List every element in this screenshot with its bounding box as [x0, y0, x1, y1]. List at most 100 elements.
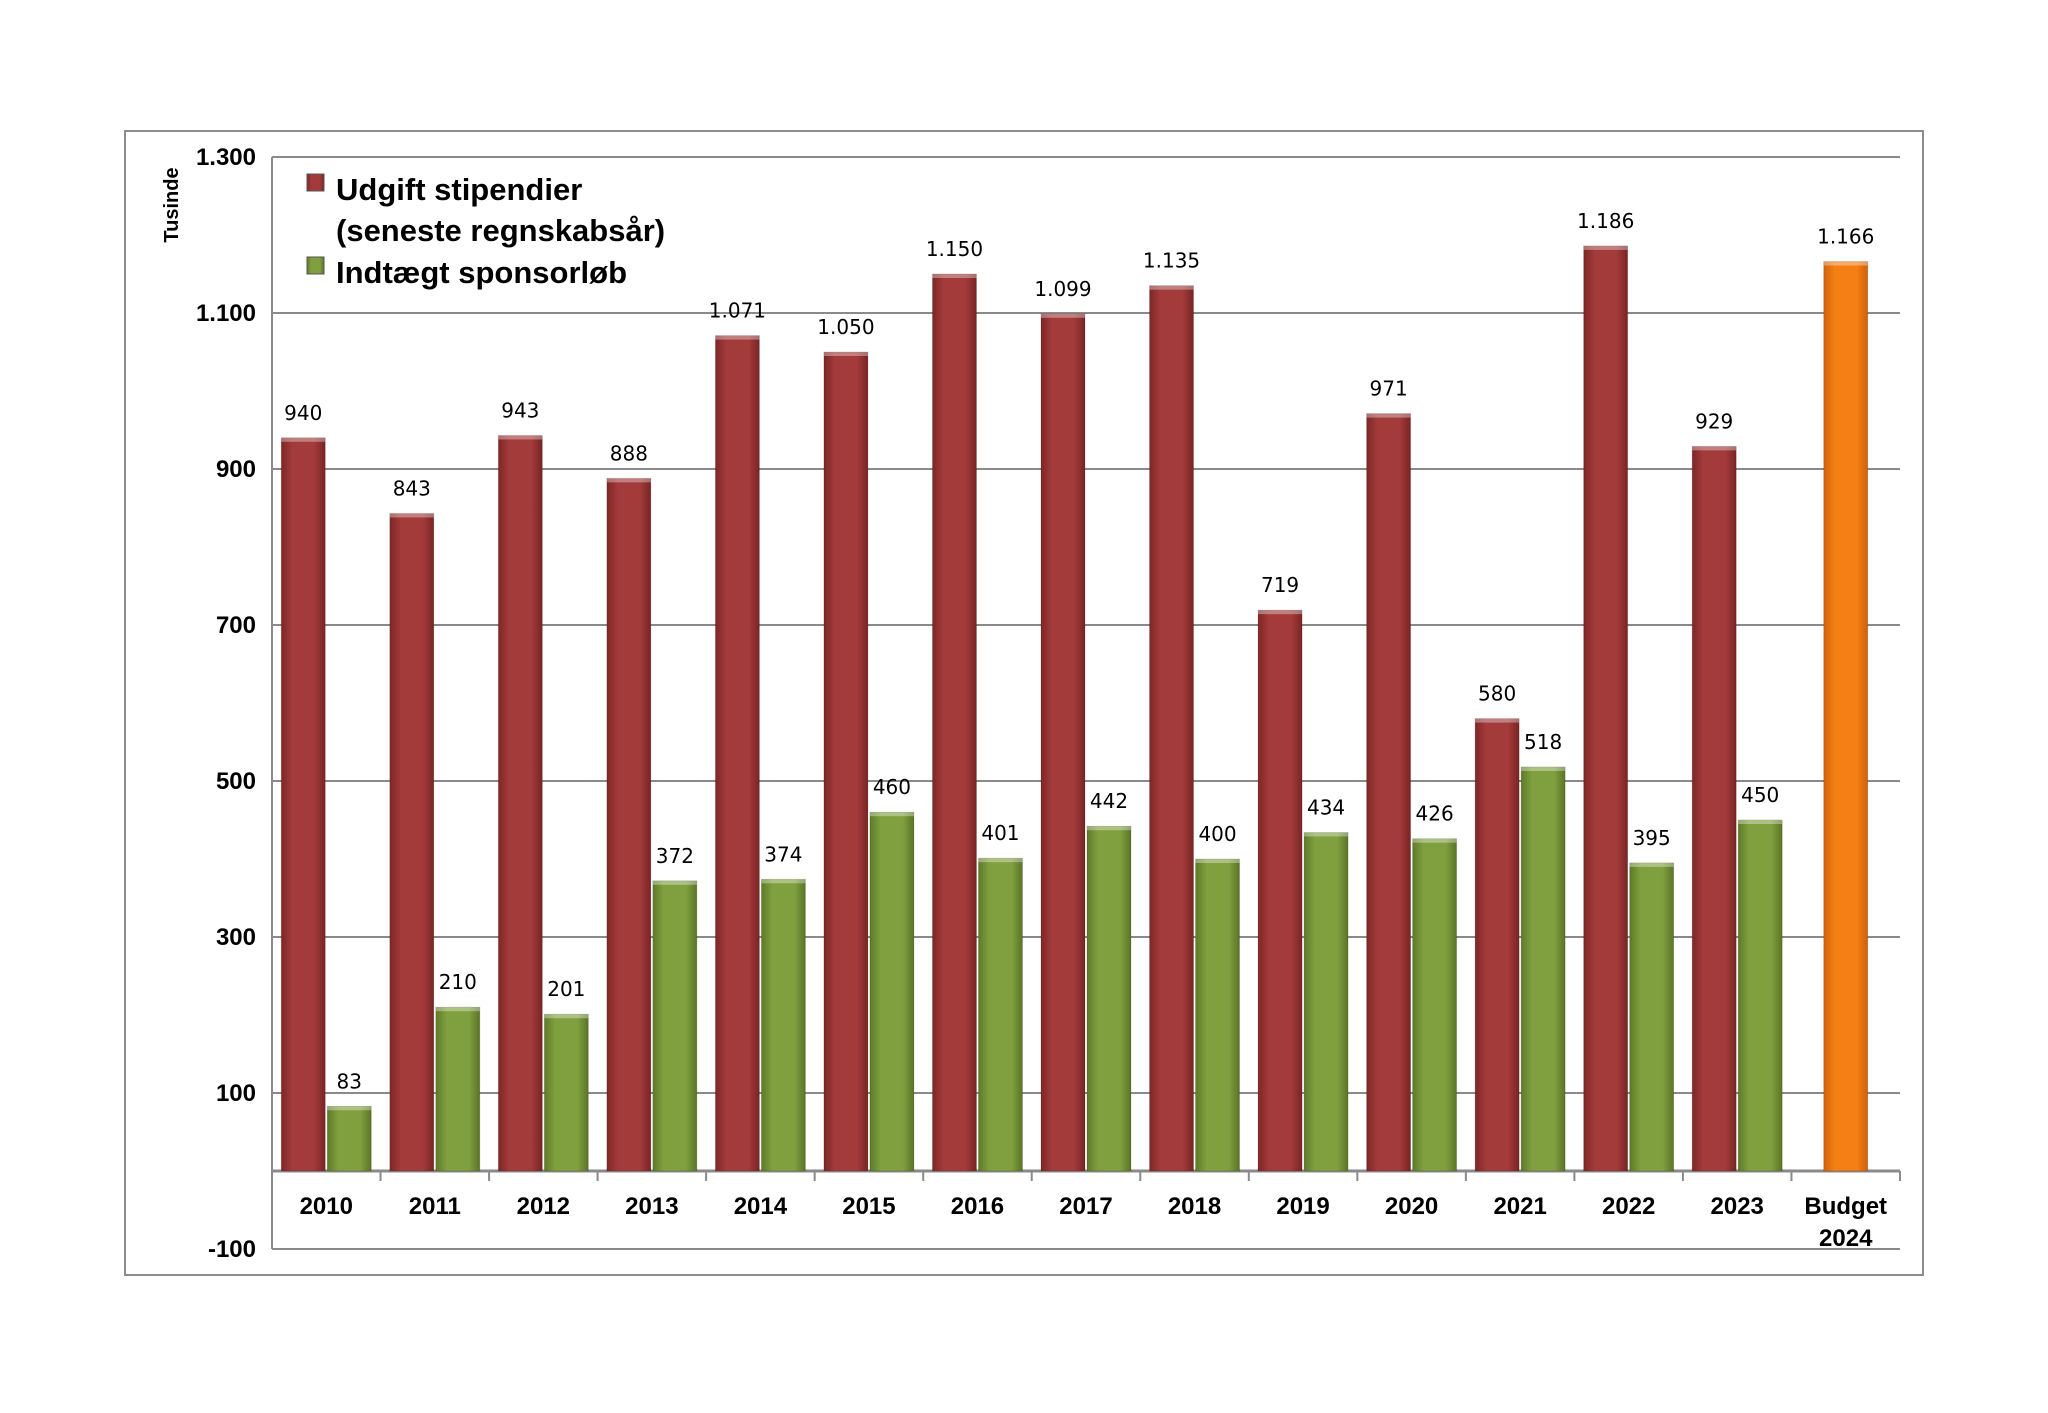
- data-label: 434: [1307, 795, 1345, 819]
- bar-highlight: [1366, 413, 1411, 418]
- legend-label: (seneste regnskabsår): [336, 213, 665, 248]
- bar: [931, 273, 977, 1172]
- bar-highlight: [1149, 285, 1194, 290]
- bar: [869, 811, 915, 1172]
- bar-highlight: [1041, 313, 1085, 318]
- bar: [1520, 766, 1566, 1172]
- data-labels: 940 83 843 210 943 201 888 372 1.071 374 1.050 460 1…: [284, 209, 1874, 1093]
- bar-highlight: [1692, 446, 1737, 451]
- bar-highlight: [281, 437, 326, 442]
- bar: [977, 857, 1023, 1172]
- bars: [280, 245, 1869, 1172]
- bar: [1583, 245, 1629, 1172]
- bar: [543, 1013, 589, 1172]
- legend-swatch: [306, 256, 325, 275]
- data-label: 450: [1741, 783, 1779, 807]
- bar-highlight: [327, 1106, 372, 1111]
- bar: [823, 351, 869, 1172]
- y-tick-label: 900: [216, 456, 256, 483]
- x-tick-label: 2014: [734, 1193, 788, 1220]
- data-label: 1.071: [709, 299, 766, 323]
- bar-highlight: [435, 1007, 480, 1012]
- y-tick-label: 1.300: [196, 144, 256, 171]
- data-label: 442: [1090, 789, 1128, 813]
- bar-highlight: [1738, 820, 1783, 824]
- legend-label: Indtægt sponsorløb: [336, 255, 627, 290]
- bar-highlight: [1195, 859, 1240, 863]
- bar: [1412, 838, 1458, 1172]
- x-tick-label: 2010: [300, 1193, 353, 1220]
- bar-highlight: [389, 513, 434, 518]
- axes: -100 100 300 500 700 900 1.100 1.300 Tusinde 2010…: [161, 144, 1901, 1263]
- bar: [1366, 413, 1412, 1172]
- bar-highlight: [823, 352, 868, 356]
- bar-highlight: [1583, 245, 1628, 250]
- legend-swatch: [306, 173, 325, 192]
- x-tick-label: 2011: [409, 1193, 461, 1220]
- y-tick-label: 100: [216, 1080, 256, 1107]
- data-label: 518: [1524, 730, 1562, 754]
- y-tick-label: 500: [216, 768, 256, 795]
- data-label: 210: [439, 970, 477, 994]
- data-label: 719: [1261, 573, 1299, 597]
- bar: [1691, 445, 1737, 1172]
- x-tick-label: 2012: [517, 1193, 570, 1220]
- bar-highlight: [498, 435, 543, 440]
- bar: [280, 437, 326, 1172]
- bar: [652, 880, 698, 1172]
- bar-highlight: [652, 880, 697, 885]
- bar-highlight: [1258, 610, 1303, 615]
- legend-label: Udgift stipendier: [336, 172, 582, 207]
- data-label: 888: [610, 441, 648, 465]
- data-label: 401: [981, 821, 1019, 845]
- data-label: 940: [284, 401, 322, 425]
- bar: [1474, 718, 1520, 1172]
- bar-highlight: [544, 1014, 589, 1019]
- y-tick-label: -100: [208, 1236, 256, 1263]
- data-label: 426: [1416, 802, 1454, 826]
- gridlines: [272, 156, 1900, 1250]
- x-tick-label: 2019: [1276, 1193, 1329, 1220]
- x-tick-label: 2013: [625, 1193, 678, 1220]
- bar-highlight: [1304, 832, 1349, 837]
- bar: [760, 878, 806, 1172]
- data-label: 83: [337, 1069, 362, 1093]
- bar-highlight: [606, 478, 651, 483]
- bar: [1257, 609, 1303, 1172]
- bar: [1040, 313, 1086, 1172]
- x-tick-label: 2020: [1385, 1193, 1438, 1220]
- y-tick-label: 700: [216, 612, 256, 639]
- data-label: 1.135: [1143, 249, 1200, 273]
- data-label: 843: [393, 476, 431, 500]
- bar-highlight: [1823, 261, 1868, 266]
- bar-highlight: [978, 858, 1023, 863]
- data-label: 372: [656, 844, 694, 868]
- x-tick-label: 2016: [951, 1193, 1004, 1220]
- bar-highlight: [1521, 766, 1566, 771]
- x-tick-label: 2021: [1493, 1193, 1546, 1220]
- x-tick-label: Budget 2024: [1804, 1193, 1887, 1252]
- bar: [389, 512, 435, 1172]
- data-label: 1.099: [1034, 277, 1091, 301]
- x-tick-label: 2023: [1711, 1193, 1764, 1220]
- y-tick-label: 300: [216, 924, 256, 951]
- data-label: 580: [1478, 682, 1516, 706]
- y-axis-title: Tusinde: [161, 167, 183, 242]
- data-label: 395: [1633, 826, 1671, 850]
- data-label: 374: [764, 842, 802, 866]
- bar: [497, 434, 543, 1172]
- bar: [1737, 819, 1783, 1172]
- data-label: 1.050: [817, 315, 874, 339]
- bar-highlight: [1475, 718, 1520, 723]
- bar: [1823, 261, 1869, 1172]
- bar: [435, 1006, 481, 1172]
- bar: [326, 1105, 372, 1172]
- bar: [1149, 285, 1195, 1172]
- x-tick-label: 2022: [1602, 1193, 1655, 1220]
- data-label: 929: [1695, 409, 1733, 433]
- y-tick-label: 1.100: [196, 300, 256, 327]
- bar: [1629, 862, 1675, 1172]
- bar-highlight: [1412, 838, 1457, 843]
- data-label: 460: [873, 775, 911, 799]
